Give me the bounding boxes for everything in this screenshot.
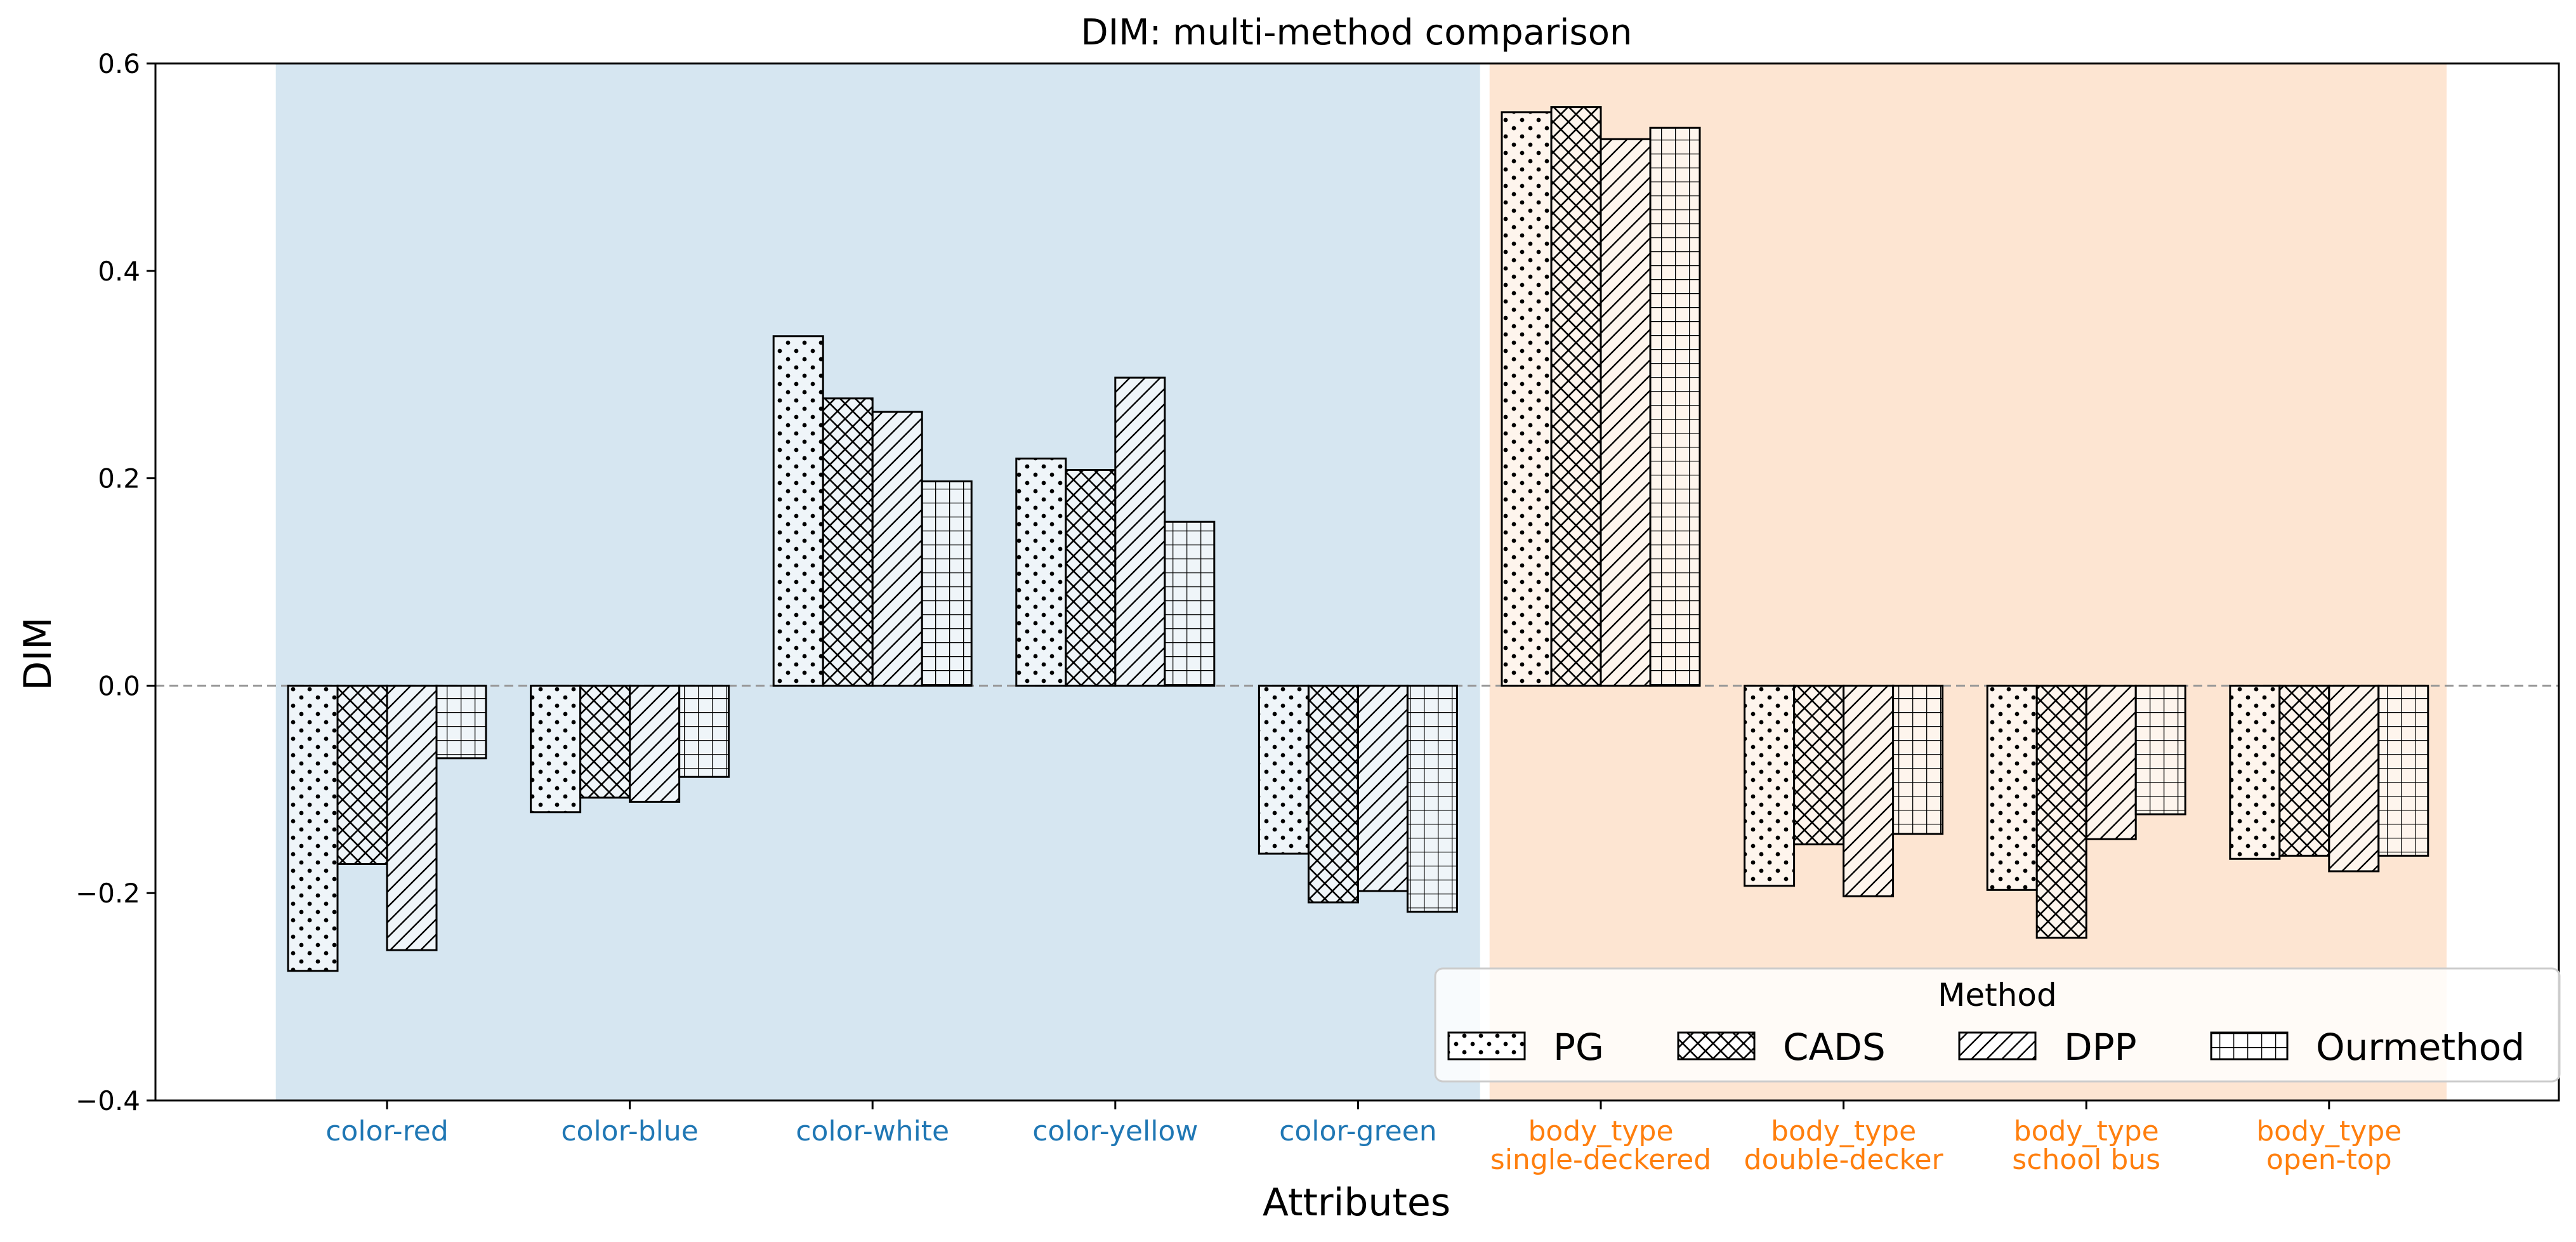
legend-items: PG CADS DPP Ourmethod <box>1447 1026 2525 1069</box>
y-tick-label: −0.4 <box>76 1085 140 1116</box>
x-tick-label: body_type <box>1528 1115 1673 1147</box>
x-tick-label: body_type <box>2014 1115 2159 1147</box>
bar-pg-4 <box>1258 684 1310 855</box>
x-tick-label: body_type <box>2256 1115 2402 1147</box>
x-axis: color-red color-blue color-white color-yell… <box>325 1100 2402 1176</box>
legend: Method PG CADS DPP Ourmethod <box>1434 967 2561 1083</box>
bar-dpp-5 <box>1600 138 1652 687</box>
bar-ourmethod-2 <box>921 480 973 687</box>
x-tick-label: school bus <box>2012 1144 2160 1176</box>
legend-swatch-cads <box>1677 1031 1756 1060</box>
x-tick-label: color-green <box>1279 1115 1437 1147</box>
bar-cads-5 <box>1550 106 1602 687</box>
bar-dpp-0 <box>386 684 438 951</box>
x-tick-label: body_type <box>1771 1115 1916 1147</box>
y-tick-label: 0.4 <box>98 256 140 287</box>
y-tick-label: 0.2 <box>98 463 140 494</box>
y-tick-label: 0.0 <box>98 670 140 701</box>
bar-ourmethod-7 <box>2134 684 2186 816</box>
bar-pg-1 <box>530 684 582 814</box>
y-axis: −0.4 −0.2 0.0 0.2 0.4 0.6 <box>76 48 155 1116</box>
bar-pg-0 <box>287 684 339 972</box>
bar-dpp-8 <box>2328 684 2380 873</box>
chart-title: DIM: multi-method comparison <box>1081 12 1633 53</box>
bars <box>287 106 2429 972</box>
y-tick-label: −0.2 <box>76 878 140 909</box>
bar-ourmethod-8 <box>2377 684 2429 857</box>
legend-swatch-ourmethod <box>2210 1031 2289 1060</box>
bar-ourmethod-3 <box>1164 520 1216 687</box>
bar-cads-7 <box>2035 684 2087 939</box>
bar-pg-8 <box>2229 684 2281 860</box>
bar-dpp-3 <box>1114 376 1166 687</box>
x-tick-label: color-blue <box>561 1115 699 1147</box>
legend-swatch-pg <box>1447 1031 1526 1060</box>
bar-dpp-2 <box>871 411 923 687</box>
legend-title: Method <box>1938 977 2057 1014</box>
bar-cads-4 <box>1307 684 1359 904</box>
x-tick-label: color-red <box>325 1115 449 1147</box>
legend-label-cads: CADS <box>1783 1026 1886 1069</box>
bar-cads-8 <box>2278 684 2330 857</box>
legend-label-pg: PG <box>1553 1026 1604 1069</box>
x-tick-label: double-decker <box>1744 1144 1944 1176</box>
bar-dpp-7 <box>2085 684 2137 840</box>
bar-pg-5 <box>1501 111 1553 687</box>
bar-ourmethod-5 <box>1649 126 1701 687</box>
bar-cads-0 <box>336 684 388 865</box>
bar-ourmethod-0 <box>435 684 487 760</box>
bar-pg-2 <box>772 335 824 687</box>
bar-dpp-1 <box>629 684 681 803</box>
x-tick-label: open-top <box>2266 1144 2392 1176</box>
y-axis-label: DIM <box>16 617 60 690</box>
legend-label-dpp: DPP <box>2064 1026 2137 1069</box>
x-axis-label: Attributes <box>1263 1180 1450 1225</box>
x-tick-label: color-white <box>796 1115 949 1147</box>
y-tick-label: 0.6 <box>98 48 140 79</box>
x-tick-label: single-deckered <box>1490 1144 1711 1176</box>
bar-pg-7 <box>1986 684 2038 891</box>
legend-swatch-dpp <box>1958 1031 2037 1060</box>
bar-dpp-6 <box>1843 684 1895 897</box>
bar-cads-3 <box>1065 469 1117 687</box>
x-tick-label: color-yellow <box>1032 1115 1198 1147</box>
bar-cads-6 <box>1793 684 1845 845</box>
bar-cads-1 <box>579 684 631 799</box>
bar-pg-3 <box>1015 458 1067 687</box>
bar-dpp-4 <box>1357 684 1409 892</box>
bar-ourmethod-1 <box>678 684 730 778</box>
bar-ourmethod-6 <box>1892 684 1944 835</box>
bar-ourmethod-4 <box>1406 684 1458 913</box>
legend-label-ourmethod: Ourmethod <box>2316 1026 2525 1069</box>
bar-pg-6 <box>1744 684 1796 887</box>
bar-cads-2 <box>822 397 874 687</box>
background-bands <box>275 63 2447 1101</box>
